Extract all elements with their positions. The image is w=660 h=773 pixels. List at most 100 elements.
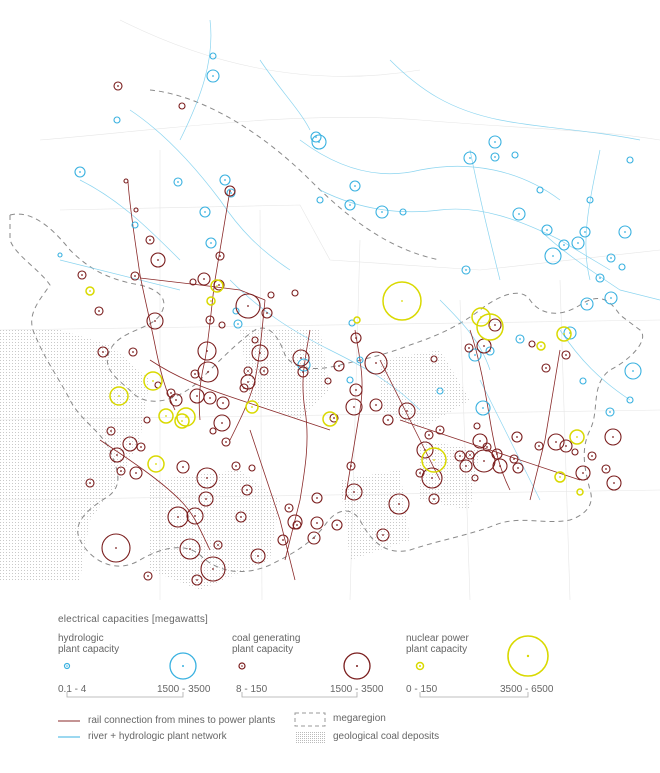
- nuclear-legend-heading: nuclear power plant capacity: [406, 633, 469, 655]
- plant-center-dot: [353, 406, 355, 408]
- hydro-plant-symbol: [488, 135, 502, 149]
- plant-center-dot: [513, 458, 515, 460]
- coal-plant-symbol: [488, 318, 502, 332]
- hydro-plant-symbol: [219, 174, 231, 186]
- hydro-plant-symbol: [606, 253, 616, 263]
- nuclear-min-symbol: [415, 661, 425, 671]
- power-plants: [57, 52, 642, 586]
- hydro-plant-symbol: [468, 348, 482, 362]
- coal-plant-symbol: [345, 398, 363, 416]
- coal-plant-symbol: [122, 436, 138, 452]
- coal-plant-symbol: [511, 431, 523, 443]
- plant-center-dot: [79, 171, 81, 173]
- plant-center-dot: [266, 312, 268, 314]
- coal-plant-symbol: [190, 369, 200, 379]
- plant-center-dot: [154, 320, 156, 322]
- plant-center-dot: [296, 524, 298, 526]
- hydro-plant-symbol: [512, 207, 526, 221]
- hydro-plant-symbol: [511, 151, 519, 159]
- plant-center-dot: [316, 522, 318, 524]
- coal-plant-symbol: [534, 441, 544, 451]
- plant-center-dot: [247, 370, 249, 372]
- coal-plant-symbol: [200, 556, 226, 582]
- coal-plant-symbol: [349, 383, 363, 397]
- plant-center-dot: [517, 467, 519, 469]
- hydro-plant-symbol: [490, 152, 500, 162]
- hydro-plant-symbol: [346, 376, 354, 384]
- plant-center-dot: [229, 190, 231, 192]
- hydro-plant-symbol: [74, 166, 86, 178]
- plant-center-dot: [206, 477, 208, 479]
- hydro-plant-symbol: [563, 326, 577, 340]
- coal-plant-symbol: [331, 519, 343, 531]
- coal-plant-symbol: [167, 506, 189, 528]
- coal-min-label: 8 - 150: [236, 684, 268, 695]
- hydro-plant-symbol: [173, 177, 183, 187]
- plant-center-dot: [300, 357, 302, 359]
- plant-center-dot: [552, 255, 554, 257]
- coal-plant-symbol: [145, 235, 155, 245]
- coal-plant-symbol: [178, 102, 186, 110]
- plant-center-dot: [225, 441, 227, 443]
- plant-center-dot: [563, 244, 565, 246]
- megaregion-legend-label: megaregion: [333, 713, 386, 724]
- plant-center-dot: [538, 445, 540, 447]
- hydro-plant-symbol: [475, 400, 491, 416]
- plant-center-dot: [235, 465, 237, 467]
- plant-center-dot: [282, 539, 284, 541]
- nuclear-plant-symbol: [421, 447, 447, 473]
- coal-plant-symbol: [197, 272, 211, 286]
- nuclear-plant-symbol: [382, 281, 422, 321]
- hydro-max-symbol: [169, 652, 197, 680]
- hydro-plant-symbol: [199, 206, 211, 218]
- hydro-max-label: 1500 - 3500: [157, 684, 211, 695]
- plant-center-dot: [210, 300, 212, 302]
- plant-center-dot: [433, 498, 435, 500]
- plant-center-dot: [117, 85, 119, 87]
- plant-center-dot: [433, 459, 435, 461]
- coal-plant-symbol: [415, 468, 425, 478]
- coal-plant-symbol: [587, 451, 597, 461]
- plant-center-dot: [243, 387, 245, 389]
- coal-plant-symbol: [398, 402, 416, 420]
- plant-center-dot: [375, 404, 377, 406]
- plant-center-dot: [203, 278, 205, 280]
- plant-center-dot: [483, 345, 485, 347]
- nuclear-min-label: 0 - 150: [406, 684, 438, 695]
- plant-center-dot: [540, 345, 542, 347]
- hydro-plant-symbol: [316, 196, 324, 204]
- plant-center-dot: [207, 371, 209, 373]
- map-canvas: [0, 19, 660, 600]
- coal-plant-symbol: [571, 448, 579, 456]
- nuclear-plant-symbol: [471, 307, 491, 327]
- plant-center-dot: [632, 370, 634, 372]
- coal-plant-symbol: [528, 340, 536, 348]
- plant-center-dot: [89, 482, 91, 484]
- hydro-legend-heading: hydrologic plant capacity: [58, 633, 120, 655]
- plant-center-dot: [288, 507, 290, 509]
- hydro-plant-symbol: [580, 297, 594, 311]
- plant-center-dot: [499, 465, 501, 467]
- coal-plant-symbol: [292, 520, 302, 530]
- coal-plant-symbol: [346, 461, 356, 471]
- coal-plant-symbol: [231, 461, 241, 471]
- coal-plant-symbol: [471, 474, 479, 482]
- coal-plant-symbol: [205, 315, 215, 325]
- plant-center-dot: [194, 515, 196, 517]
- plant-center-dot: [170, 392, 172, 394]
- plant-center-dot: [459, 455, 461, 457]
- coal-plant-symbol: [113, 81, 123, 91]
- hydro-plant-symbol: [586, 196, 594, 204]
- coal-plant-symbol: [297, 366, 309, 378]
- hydro-plant-symbol: [536, 186, 544, 194]
- legend-title: electrical capacities [megawatts]: [58, 614, 208, 625]
- coal-plant-symbol: [218, 321, 226, 329]
- plant-center-dot: [134, 275, 136, 277]
- nuclear-plant-symbol: [322, 411, 338, 427]
- plant-center-dot: [329, 418, 331, 420]
- plant-center-dot: [247, 381, 249, 383]
- coal-plant-symbol: [251, 344, 269, 362]
- coal-plant-symbol: [311, 492, 323, 504]
- hydro-plant-symbol: [131, 221, 139, 229]
- hydro-plant-symbol: [626, 396, 634, 404]
